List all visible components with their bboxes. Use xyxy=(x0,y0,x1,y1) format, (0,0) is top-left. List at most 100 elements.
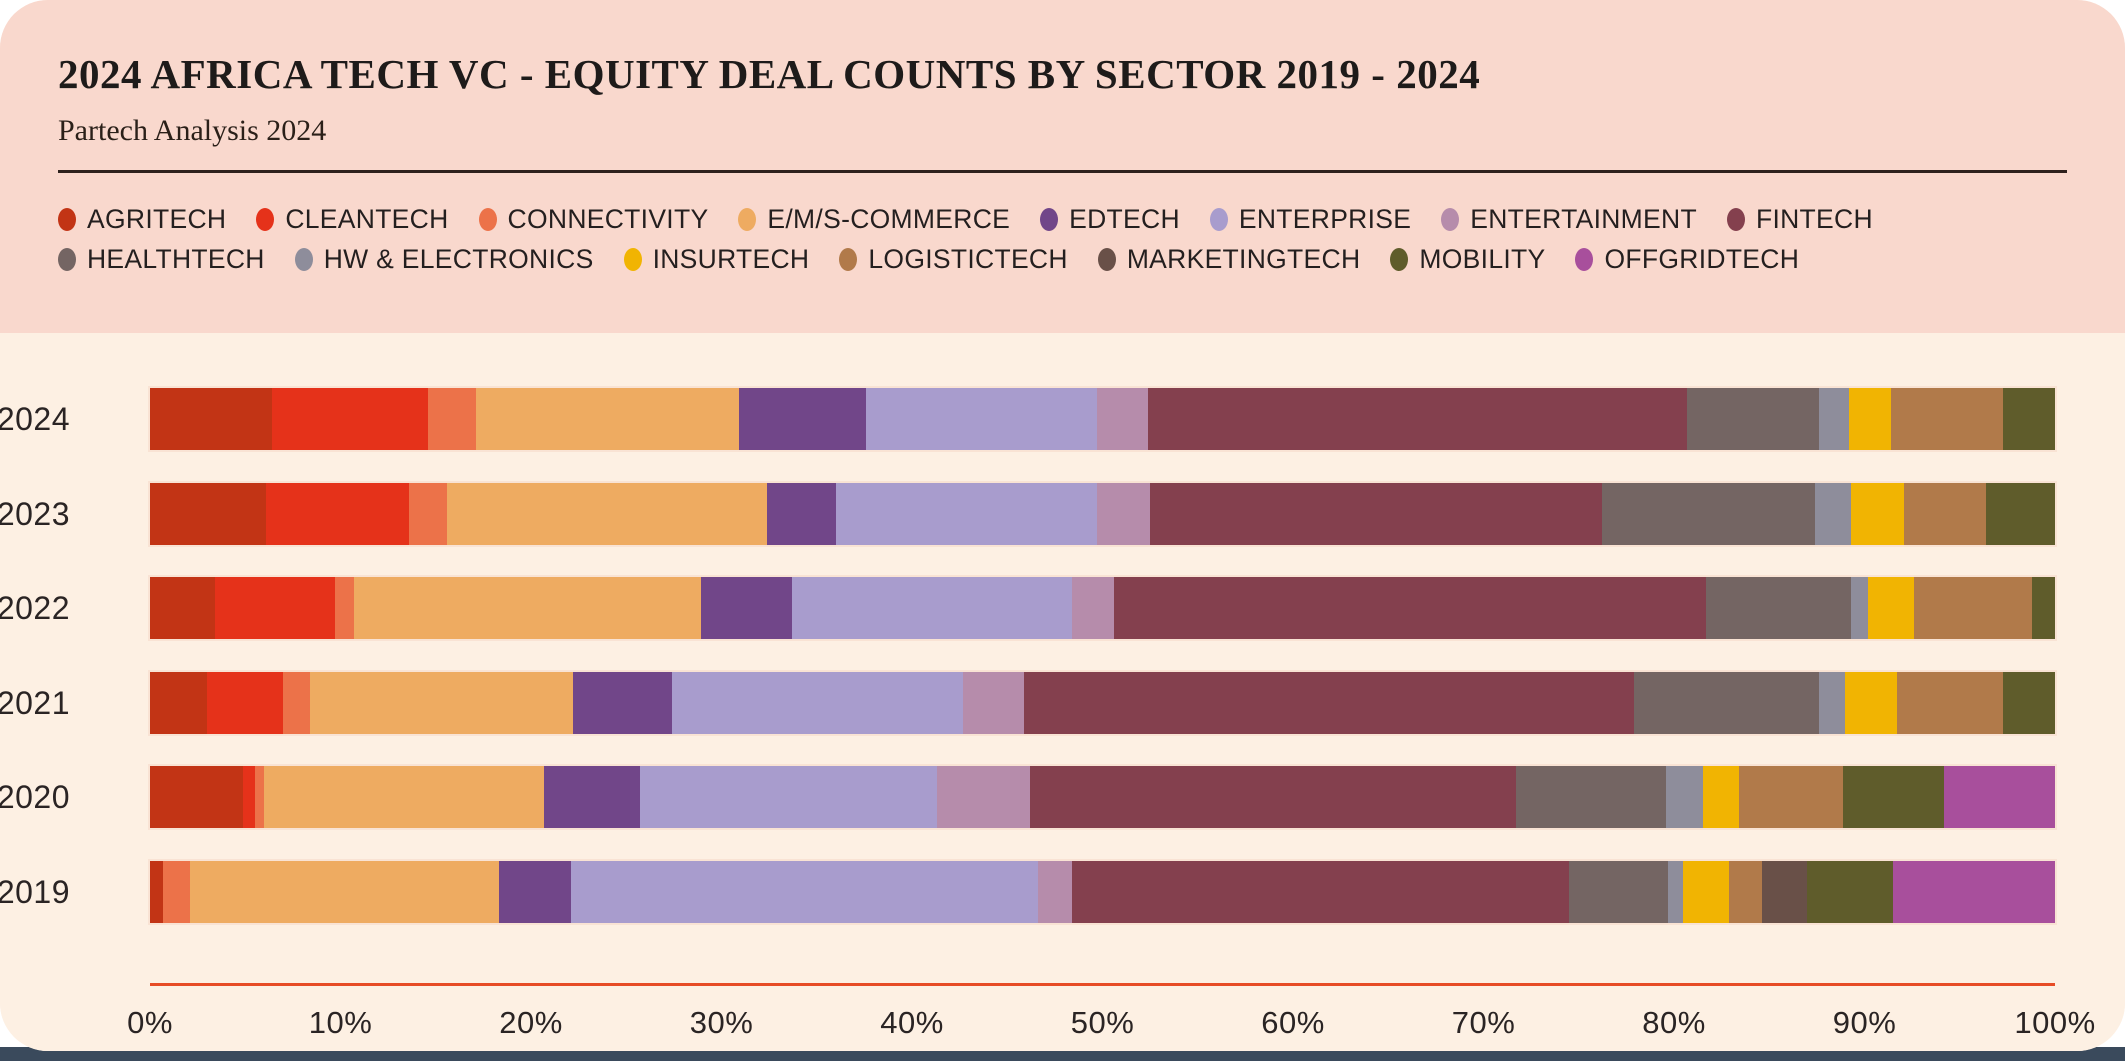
bar-segment-2021-connectivity xyxy=(283,671,310,734)
bar-segment-2024-insurtech xyxy=(1849,388,1892,450)
bar-segment-2022-enterprise xyxy=(791,577,1072,639)
year-label-2019: 2019 xyxy=(0,873,70,910)
legend-label: MOBILITY xyxy=(1419,243,1546,274)
header: 2024 AFRICA TECH VC - EQUITY DEAL COUNTS… xyxy=(0,0,2125,333)
bar-segment-2024-entertainment xyxy=(1096,388,1149,450)
bar-segment-2021-enterprise xyxy=(671,671,964,734)
bar-segment-2021-cleantech xyxy=(207,671,284,734)
bar-segment-2019-entertainment xyxy=(1037,860,1072,923)
plot-area: 2024 2023 2022 2021 2020 2019 0% 10% 20% 30% 40% 50… xyxy=(0,333,2095,1051)
legend-label: ENTERTAINMENT xyxy=(1470,203,1697,234)
legend-item-hw-electronics: HW & ELECTRONICS xyxy=(294,244,594,275)
bar-segment-2021-healthtech xyxy=(1633,671,1819,734)
bar-row-2022 xyxy=(148,575,2057,641)
x-tick-90: 90% xyxy=(1832,1005,1897,1040)
bar-segment-2024-logistictech xyxy=(1891,388,2004,450)
legend-dot-icon xyxy=(1040,207,1059,231)
bar-segment-2020-edtech xyxy=(544,766,640,828)
bar-segment-2022-mobility xyxy=(2032,577,2055,639)
bar-segment-2021-hw-electronics xyxy=(1818,671,1846,734)
stacked-bar-2020 xyxy=(148,764,2057,830)
bar-segment-2021-e-m-s-commerce xyxy=(309,671,573,734)
bar-segment-2021-entertainment xyxy=(963,671,1025,734)
legend-label: HEALTHTECH xyxy=(87,243,265,274)
bar-segment-2019-mobility xyxy=(1807,860,1893,923)
legend-label: E/M/S-COMMERCE xyxy=(767,203,1011,234)
bar-segment-2023-fintech xyxy=(1150,482,1602,545)
stacked-bar-chart: 2024 2023 2022 2021 2020 2019 0% 10% 20% 30% 40% 50… xyxy=(0,333,2125,1051)
x-tick-30: 30% xyxy=(689,1005,754,1040)
legend-item-marketingtech: MARKETINGTECH xyxy=(1097,243,1361,275)
bar-segment-2024-edtech xyxy=(738,388,867,450)
legend-row-2: HEALTHTECH HW & ELECTRONICS INSURTECH LOGIS… xyxy=(58,239,2067,279)
year-label-2024: 2024 xyxy=(0,401,70,437)
legend-label: INSURTECH xyxy=(652,243,810,274)
bar-segment-2022-healthtech xyxy=(1706,577,1852,639)
legend-label: ENTERPRISE xyxy=(1238,203,1412,234)
bar-segment-2024-cleantech xyxy=(271,388,429,450)
stacked-bar-2019 xyxy=(148,858,2057,925)
stacked-bar-2024 xyxy=(148,386,2057,452)
chart-legend: AGRITECH CLEANTECH CONNECTIVITY E/M/S-COMME… xyxy=(58,199,2067,279)
page-title: 2024 AFRICA TECH VC - EQUITY DEAL COUNTS… xyxy=(58,51,1481,97)
bar-segment-2023-cleantech xyxy=(266,482,410,545)
bar-segment-2020-mobility xyxy=(1843,766,1945,828)
legend-dot-icon xyxy=(478,207,497,231)
legend-label: OFFGRIDTECH xyxy=(1604,243,1800,274)
bar-segment-2019-insurtech xyxy=(1683,860,1730,923)
bar-segment-2020-hw-electronics xyxy=(1666,766,1703,828)
legend-dot-icon xyxy=(839,247,858,271)
bar-segment-2019-healthtech xyxy=(1569,860,1669,923)
bar-segment-2019-marketingtech xyxy=(1761,860,1808,923)
x-tick-10: 10% xyxy=(308,1005,373,1040)
year-label-2023: 2023 xyxy=(0,495,70,532)
bar-segment-2019-hw-electronics xyxy=(1668,860,1684,923)
legend-item-logistictech: LOGISTICTECH xyxy=(839,244,1068,275)
bar-segment-2022-connectivity xyxy=(334,577,354,639)
legend-label: AGRITECH xyxy=(87,203,227,234)
legend-dot-icon xyxy=(738,207,757,231)
year-label-2021: 2021 xyxy=(0,684,70,721)
bar-row-2021 xyxy=(148,669,2057,736)
bar-segment-2023-enterprise xyxy=(835,482,1097,545)
bar-segment-2024-fintech xyxy=(1148,388,1688,450)
legend-dot-icon xyxy=(58,247,76,271)
bar-segment-2022-edtech xyxy=(700,577,792,639)
bar-segment-2023-entertainment xyxy=(1096,482,1151,545)
page-subtitle: Partech Analysis 2024 xyxy=(58,114,327,147)
x-tick-80: 80% xyxy=(1642,1005,1706,1040)
bar-segment-2019-offgridtech xyxy=(1892,860,2055,923)
bar-segment-2020-e-m-s-commerce xyxy=(264,766,545,828)
bar-segment-2024-healthtech xyxy=(1687,388,1819,450)
legend-dot-icon xyxy=(1209,207,1228,231)
bar-segment-2023-agritech xyxy=(150,482,267,545)
bar-segment-2020-agritech xyxy=(150,766,244,828)
x-tick-60: 60% xyxy=(1261,1005,1325,1040)
bar-row-2020 xyxy=(148,764,2057,830)
legend-item-agritech: AGRITECH xyxy=(58,204,226,235)
bar-segment-2024-enterprise xyxy=(866,388,1097,450)
legend-item-e-m-s-commerce: E/M/S-COMMERCE xyxy=(738,204,1010,235)
legend-label: MARKETINGTECH xyxy=(1126,243,1361,274)
bar-segment-2023-hw-electronics xyxy=(1814,482,1852,545)
legend-row-1: AGRITECH CLEANTECH CONNECTIVITY E/M/S-COMME… xyxy=(58,199,2067,239)
legend-dot-icon xyxy=(256,207,275,231)
bar-segment-2021-fintech xyxy=(1024,671,1634,734)
legend-item-entertainment: ENTERTAINMENT xyxy=(1441,204,1697,235)
x-tick-20: 20% xyxy=(499,1005,563,1040)
bar-segment-2021-mobility xyxy=(2003,671,2055,734)
bar-segment-2022-cleantech xyxy=(214,577,335,639)
year-label-2020: 2020 xyxy=(0,779,70,815)
bar-segment-2023-healthtech xyxy=(1601,482,1815,545)
bar-segment-2020-entertainment xyxy=(936,766,1031,828)
header-divider xyxy=(58,170,2067,173)
legend-label: EDTECH xyxy=(1069,203,1180,234)
bar-segment-2024-hw-electronics xyxy=(1818,388,1850,450)
x-tick-40: 40% xyxy=(880,1005,944,1040)
legend-item-fintech: FINTECH xyxy=(1726,204,1873,235)
legend-item-offgridtech: OFFGRIDTECH xyxy=(1575,244,1799,275)
stacked-bar-2023 xyxy=(148,480,2057,547)
bar-segment-2023-insurtech xyxy=(1851,482,1905,545)
bar-segment-2020-cleantech xyxy=(243,766,255,828)
